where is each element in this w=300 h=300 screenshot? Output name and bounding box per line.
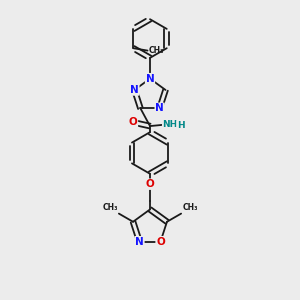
Text: N: N — [130, 85, 139, 95]
Text: N: N — [155, 103, 164, 113]
Text: O: O — [156, 237, 165, 247]
Text: H: H — [177, 121, 184, 130]
Text: NH: NH — [163, 120, 178, 129]
Text: O: O — [129, 117, 137, 127]
Text: N: N — [146, 74, 154, 84]
Text: N: N — [135, 237, 144, 247]
Text: CH₃: CH₃ — [148, 46, 164, 55]
Text: CH₃: CH₃ — [102, 203, 118, 212]
Text: CH₃: CH₃ — [182, 203, 198, 212]
Text: O: O — [146, 179, 154, 189]
